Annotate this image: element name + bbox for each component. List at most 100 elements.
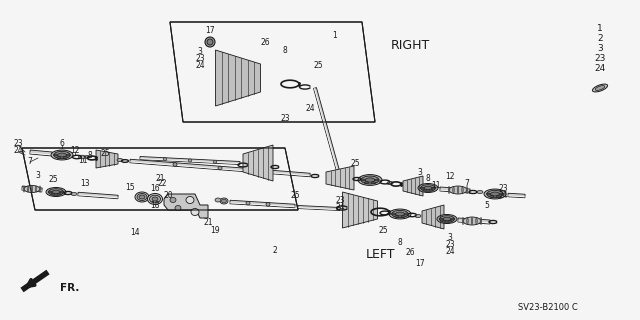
Ellipse shape [31, 186, 33, 192]
Ellipse shape [188, 159, 192, 162]
Text: LEFT: LEFT [365, 249, 395, 261]
Ellipse shape [443, 217, 451, 221]
Text: 8: 8 [397, 237, 403, 246]
Polygon shape [314, 88, 342, 179]
Ellipse shape [191, 209, 199, 215]
Ellipse shape [186, 196, 194, 204]
Ellipse shape [46, 188, 66, 196]
Ellipse shape [496, 196, 500, 197]
Ellipse shape [263, 170, 267, 173]
Ellipse shape [449, 186, 467, 194]
Ellipse shape [487, 190, 503, 198]
Text: 21: 21 [156, 173, 164, 182]
Ellipse shape [218, 166, 222, 170]
Ellipse shape [458, 186, 459, 194]
Ellipse shape [387, 181, 393, 185]
Ellipse shape [60, 191, 64, 193]
Text: 3: 3 [597, 44, 603, 52]
Ellipse shape [221, 199, 227, 203]
Ellipse shape [484, 189, 506, 199]
Ellipse shape [389, 209, 411, 219]
Ellipse shape [471, 217, 473, 225]
Text: 25: 25 [378, 226, 388, 235]
Ellipse shape [54, 151, 70, 159]
Text: 5: 5 [484, 201, 490, 210]
Ellipse shape [205, 37, 215, 47]
Polygon shape [326, 166, 354, 190]
Polygon shape [140, 156, 240, 164]
Text: 12: 12 [70, 146, 80, 155]
Ellipse shape [395, 215, 399, 217]
Text: 25: 25 [100, 148, 110, 157]
Polygon shape [243, 145, 273, 181]
Ellipse shape [246, 201, 250, 205]
Ellipse shape [361, 179, 365, 181]
Text: 23: 23 [13, 139, 23, 148]
Polygon shape [164, 194, 208, 218]
Text: 1: 1 [597, 23, 603, 33]
Text: 21: 21 [204, 218, 212, 227]
Text: 24: 24 [595, 63, 605, 73]
Ellipse shape [392, 210, 408, 218]
Polygon shape [96, 150, 118, 168]
Ellipse shape [415, 214, 421, 218]
Ellipse shape [365, 178, 375, 182]
Text: 24: 24 [13, 146, 23, 155]
Ellipse shape [375, 179, 379, 181]
Text: 23: 23 [445, 239, 455, 249]
Ellipse shape [57, 193, 61, 195]
Text: 3: 3 [447, 233, 452, 242]
Ellipse shape [424, 186, 432, 190]
Ellipse shape [49, 189, 63, 195]
Polygon shape [342, 192, 378, 228]
Ellipse shape [24, 186, 25, 192]
Text: 23: 23 [595, 53, 605, 62]
Ellipse shape [423, 189, 428, 191]
Ellipse shape [452, 186, 454, 194]
Text: 24: 24 [195, 60, 205, 69]
Ellipse shape [371, 181, 376, 184]
Text: 11: 11 [78, 156, 88, 164]
Text: 14: 14 [130, 228, 140, 236]
Ellipse shape [595, 85, 605, 91]
Ellipse shape [392, 213, 396, 215]
Ellipse shape [175, 205, 181, 211]
Text: 26: 26 [405, 247, 415, 257]
Polygon shape [130, 159, 310, 177]
Ellipse shape [51, 193, 55, 195]
Polygon shape [230, 200, 295, 208]
Text: 24: 24 [445, 246, 455, 255]
Text: 17: 17 [415, 259, 425, 268]
Ellipse shape [137, 194, 147, 201]
Ellipse shape [463, 217, 481, 225]
Ellipse shape [152, 197, 158, 201]
Ellipse shape [490, 196, 494, 197]
Ellipse shape [213, 160, 217, 163]
Text: 22: 22 [157, 179, 167, 188]
Text: 18: 18 [150, 201, 160, 210]
Ellipse shape [163, 158, 167, 161]
Ellipse shape [462, 186, 463, 194]
Polygon shape [440, 187, 470, 193]
Text: 8: 8 [426, 173, 430, 182]
Ellipse shape [401, 215, 405, 217]
Ellipse shape [139, 195, 145, 199]
Text: RIGHT: RIGHT [390, 38, 429, 52]
Ellipse shape [462, 217, 464, 225]
Ellipse shape [364, 181, 369, 184]
Ellipse shape [52, 190, 60, 194]
Text: 3: 3 [36, 171, 40, 180]
Ellipse shape [499, 193, 504, 195]
Ellipse shape [396, 212, 404, 216]
Text: 26: 26 [260, 37, 270, 46]
Text: 25: 25 [350, 158, 360, 167]
Ellipse shape [147, 194, 163, 204]
Ellipse shape [117, 158, 123, 162]
Ellipse shape [439, 218, 444, 220]
Text: 19: 19 [210, 226, 220, 235]
Ellipse shape [437, 214, 457, 223]
Text: 24: 24 [305, 103, 315, 113]
Text: 25: 25 [313, 60, 323, 69]
Ellipse shape [84, 156, 90, 158]
Text: 12: 12 [445, 172, 455, 180]
